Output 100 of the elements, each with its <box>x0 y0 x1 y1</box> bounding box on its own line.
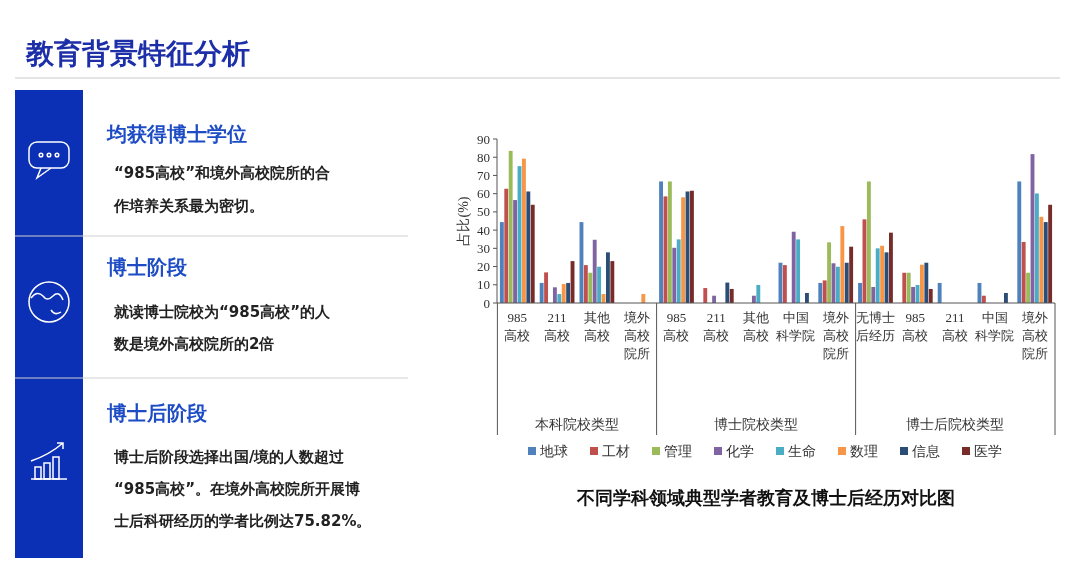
bar <box>1026 272 1031 303</box>
text: 博士后阶段 <box>106 401 208 425</box>
text: 均获得博士学位 <box>106 122 247 146</box>
text: 博士院校类型 <box>714 417 799 432</box>
legend-label: 信息 <box>912 444 940 459</box>
text: 博士后院校类型 <box>906 417 1005 432</box>
bar <box>902 272 907 303</box>
y-tick-label: 90 <box>477 131 490 147</box>
bar <box>521 158 526 303</box>
legend-label: 数理 <box>850 444 878 459</box>
legend-label: 医学 <box>974 444 1002 459</box>
text: 博士后阶段选择出国/境的人数超过“985高校”。在境外高校院所开展博士后科研经历的学者比例达75.82%。 <box>113 448 372 530</box>
bar <box>756 284 761 303</box>
bar <box>911 286 916 303</box>
x-tick-label: 境外高校院所 <box>622 310 650 361</box>
y-tick-label: 70 <box>477 167 490 183</box>
x-tick-label: 中国科学院 <box>776 310 816 343</box>
bar <box>641 294 646 303</box>
bar <box>822 280 827 303</box>
bar <box>508 150 513 303</box>
bar <box>672 247 677 303</box>
bar <box>858 282 862 303</box>
x-tick-label: 985高校 <box>504 310 531 343</box>
x-tick-label: 211高校 <box>942 310 969 343</box>
bar <box>530 204 535 303</box>
bar <box>928 288 933 303</box>
y-tick-label: 30 <box>477 240 490 256</box>
bar <box>880 245 885 303</box>
bar <box>840 226 845 303</box>
bar <box>1039 216 1044 303</box>
bar <box>1048 204 1053 303</box>
bar <box>499 222 504 303</box>
x-tick-label: 211高校 <box>703 310 730 343</box>
x-tick-label: 其他高校 <box>583 310 610 343</box>
text: 博士阶段 <box>106 255 188 279</box>
bar <box>1021 241 1026 303</box>
bar <box>844 262 849 303</box>
bar <box>588 272 593 303</box>
bar <box>1034 193 1039 303</box>
bar <box>513 200 518 303</box>
bar <box>676 239 681 303</box>
x-tick-label: 境外高校院所 <box>821 310 849 361</box>
legend-label: 化学 <box>726 444 754 459</box>
y-tick-label: 0 <box>483 295 490 311</box>
bar <box>659 181 663 303</box>
bar <box>725 282 730 303</box>
bar <box>544 272 549 303</box>
bar <box>889 232 893 303</box>
bar <box>818 282 823 303</box>
bar <box>906 272 911 303</box>
y-axis-title: 占比(%) <box>456 196 472 246</box>
bar <box>924 262 929 303</box>
bar <box>1017 181 1022 303</box>
bar <box>561 284 566 303</box>
bar <box>597 266 602 303</box>
legend-label: 管理 <box>664 444 692 459</box>
bar <box>566 282 571 303</box>
bar <box>919 264 924 303</box>
bar <box>552 287 557 303</box>
bar <box>729 288 734 303</box>
bar <box>835 266 840 303</box>
bar <box>782 265 787 303</box>
bar <box>557 294 562 303</box>
y-tick-label: 60 <box>477 186 490 202</box>
legend-label: 地球 <box>539 444 568 459</box>
bar <box>875 248 880 303</box>
x-tick-label: 其他高校 <box>743 310 770 343</box>
text: 教育背景特征分析 <box>25 37 250 70</box>
bar <box>866 181 871 303</box>
bar <box>796 239 801 303</box>
bar <box>1043 222 1048 303</box>
bar <box>937 282 942 303</box>
bar <box>583 265 588 303</box>
bar <box>539 282 544 303</box>
legend-label: 工材 <box>602 444 630 459</box>
x-tick-label: 985高校 <box>902 310 929 343</box>
text: 不同学科领域典型学者教育及博士后经历对比图 <box>576 487 955 508</box>
y-tick-label: 80 <box>477 149 490 165</box>
y-tick-label: 20 <box>477 259 490 275</box>
x-tick-label: 无博士后经历 <box>856 310 895 343</box>
bar <box>849 246 854 303</box>
x-tick-label: 211高校 <box>544 310 571 343</box>
y-tick-label: 10 <box>477 277 490 293</box>
text: 本科院校类型 <box>535 417 619 432</box>
bar <box>667 181 672 303</box>
bar <box>690 190 694 303</box>
bar <box>703 288 708 303</box>
bar <box>681 197 686 303</box>
bar <box>804 292 809 303</box>
bar <box>871 286 876 303</box>
bar <box>592 239 597 303</box>
x-tick-label: 中国科学院 <box>975 310 1015 343</box>
bar <box>827 242 832 303</box>
bar <box>791 231 796 303</box>
bar <box>1003 292 1008 303</box>
y-tick-label: 50 <box>477 204 490 220</box>
bar <box>504 188 509 303</box>
text: “985高校”和境外高校院所的合作培养关系最为密切。 <box>113 164 331 215</box>
legend-label: 生命 <box>788 444 816 459</box>
bar <box>610 261 615 303</box>
